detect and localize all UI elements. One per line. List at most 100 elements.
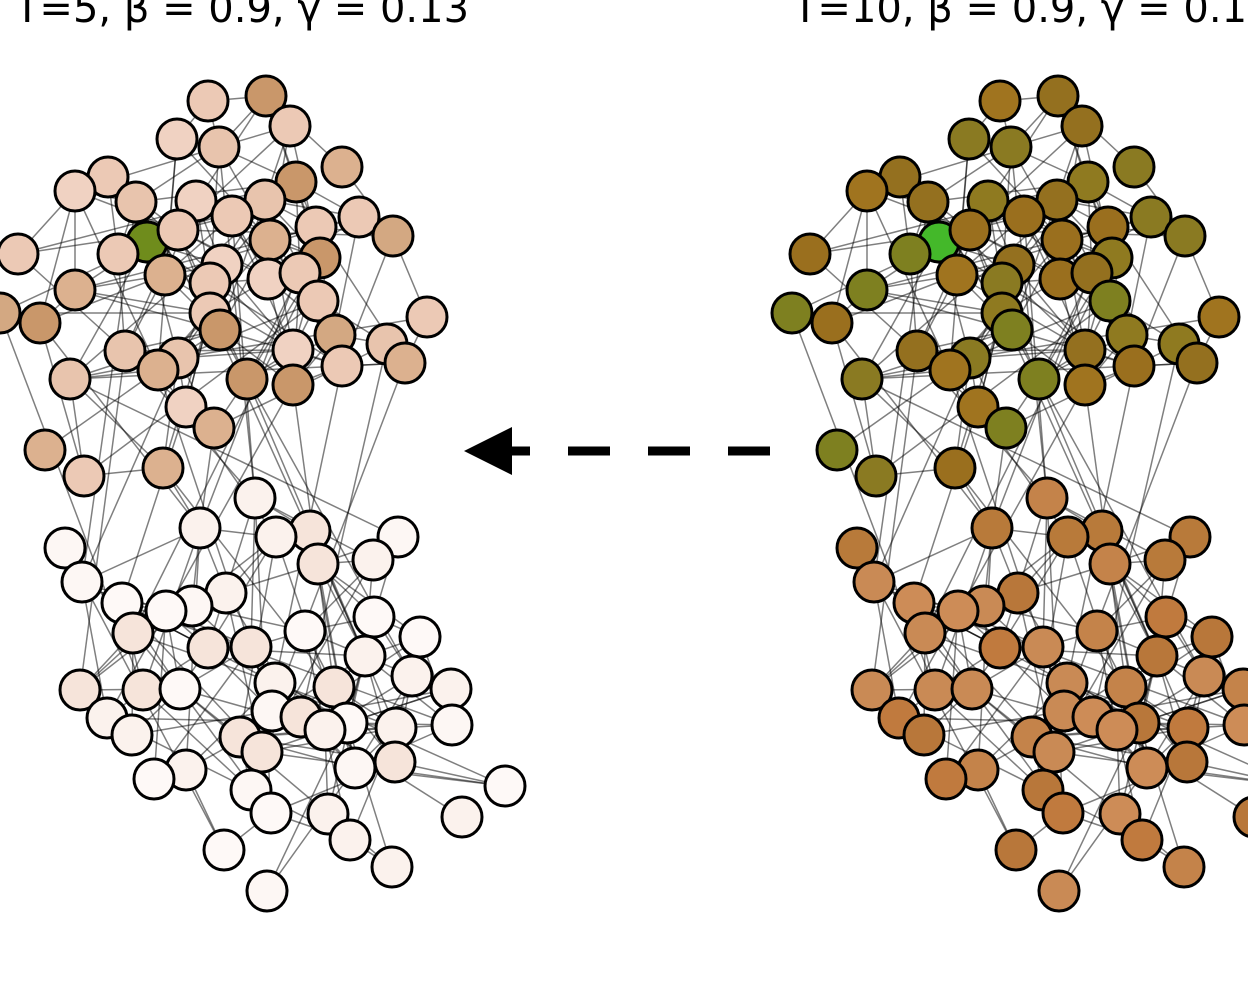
edge [266, 722, 348, 892]
node [1088, 279, 1132, 323]
node [328, 818, 372, 862]
edge [831, 322, 993, 529]
node [483, 764, 527, 808]
node [429, 667, 473, 711]
node [192, 406, 236, 450]
node [233, 476, 277, 520]
edge [79, 350, 126, 691]
node [23, 428, 67, 472]
node [337, 195, 381, 239]
node [43, 526, 87, 570]
node [430, 703, 474, 747]
node [1125, 746, 1169, 790]
arrow-head [464, 427, 512, 475]
node [155, 117, 199, 161]
node [852, 560, 896, 604]
panel-title: T=5, β = 0.9, γ = 0.13 [14, 0, 469, 32]
node [186, 79, 230, 123]
node [343, 634, 387, 678]
panel-title: T=10, β = 0.9, γ = 0.13 [792, 0, 1248, 32]
edge [81, 581, 108, 719]
node [0, 291, 22, 335]
node [271, 363, 315, 407]
node [810, 301, 854, 345]
node [197, 125, 241, 169]
node [1021, 625, 1065, 669]
edge [74, 289, 211, 314]
edge [913, 406, 979, 604]
node [902, 713, 946, 757]
node [906, 180, 950, 224]
node [202, 828, 246, 872]
edge [873, 581, 900, 719]
node [1025, 476, 1069, 520]
node [845, 268, 889, 312]
node [229, 625, 273, 669]
node [1040, 218, 1084, 262]
node [990, 308, 1034, 352]
node [1088, 542, 1132, 586]
edge [873, 527, 993, 583]
edge [831, 190, 868, 324]
node [110, 713, 154, 757]
node [405, 295, 449, 339]
node [1221, 667, 1248, 711]
edge [83, 300, 319, 477]
node [913, 668, 957, 712]
node [1037, 869, 1081, 913]
node [947, 117, 991, 161]
edge [69, 378, 399, 538]
edge [39, 190, 76, 324]
node [1036, 74, 1080, 118]
node [383, 341, 427, 385]
node [933, 446, 977, 490]
node [312, 665, 356, 709]
edge [39, 274, 166, 324]
node [845, 169, 889, 213]
node [1163, 214, 1207, 258]
node [0, 232, 40, 276]
node [903, 611, 947, 655]
edge [866, 190, 951, 371]
node [850, 668, 894, 712]
edge [861, 378, 1191, 538]
node [198, 308, 242, 352]
node [210, 194, 254, 238]
node [1095, 708, 1139, 752]
edge [923, 710, 1065, 736]
node [96, 232, 140, 276]
node [840, 357, 884, 401]
node [398, 615, 442, 659]
edge [121, 406, 187, 604]
edge [1092, 343, 1180, 718]
node [989, 125, 1033, 169]
node [296, 542, 340, 586]
node [815, 428, 859, 472]
node [1041, 791, 1085, 835]
node [352, 595, 396, 639]
node [770, 291, 814, 335]
edge [866, 289, 1003, 314]
node [1120, 818, 1164, 862]
node [53, 169, 97, 213]
edge [1042, 497, 1048, 648]
node [303, 708, 347, 752]
node [935, 253, 979, 297]
node [351, 538, 395, 582]
node [1232, 796, 1248, 838]
node [268, 104, 312, 148]
node [1162, 845, 1206, 889]
node [296, 279, 340, 323]
node [248, 218, 292, 262]
edge [875, 300, 1111, 477]
edge [1058, 722, 1140, 892]
node [888, 232, 932, 276]
node [390, 654, 434, 698]
node [178, 506, 222, 550]
edge [106, 384, 294, 719]
edge [39, 322, 85, 477]
node [1222, 703, 1248, 747]
edge [132, 257, 321, 634]
